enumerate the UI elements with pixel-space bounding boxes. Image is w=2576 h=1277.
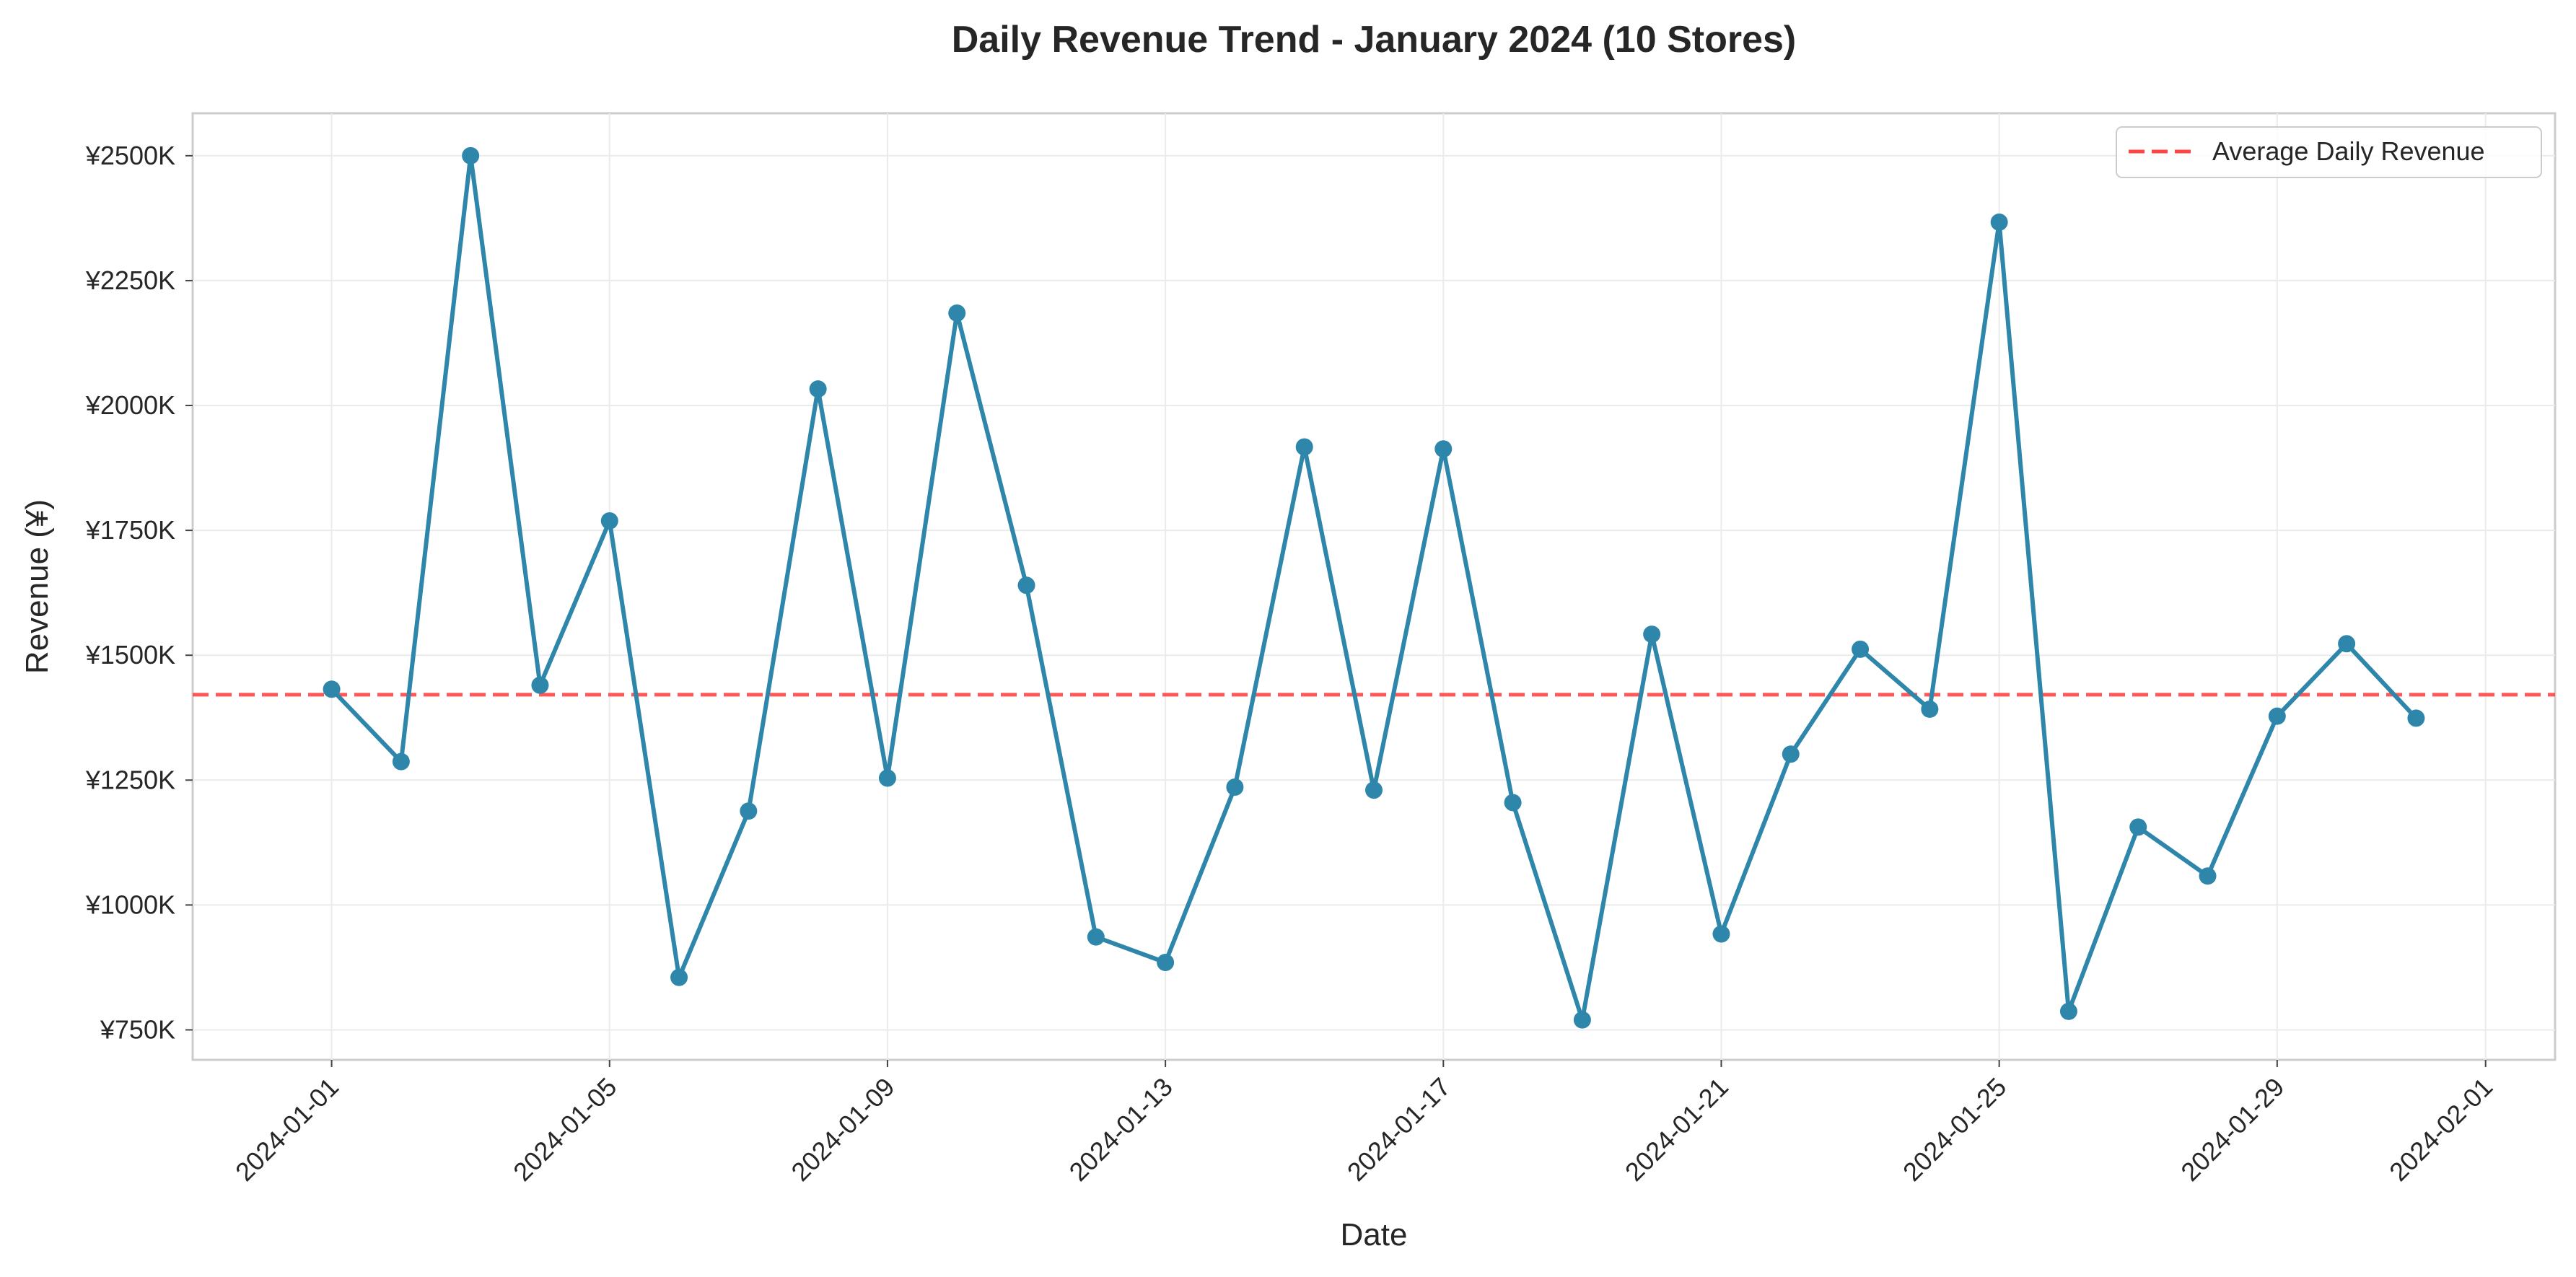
data-point	[1852, 640, 1870, 658]
data-point	[948, 304, 966, 322]
y-tick-label: ¥1750K	[85, 515, 175, 545]
data-point	[1226, 778, 1244, 796]
data-point	[1365, 781, 1383, 799]
y-tick-label: ¥750K	[100, 1014, 175, 1044]
data-point	[1782, 745, 1800, 763]
x-tick-label: 2024-01-21	[1619, 1072, 1734, 1187]
x-tick-label: 2024-01-29	[2175, 1072, 2290, 1187]
data-point	[1157, 953, 1175, 971]
x-tick-label: 2024-01-13	[1064, 1072, 1178, 1187]
x-tick-label: 2024-02-01	[2383, 1072, 2498, 1187]
plot-area	[191, 112, 2557, 1061]
data-point	[670, 968, 688, 986]
series-layer	[323, 146, 2425, 1029]
x-axis-ticks: 2024-01-01 2024-01-05 2024-01-09 2024-01-13…	[229, 1060, 2498, 1187]
x-tick-label: 2024-01-01	[229, 1072, 344, 1187]
x-axis-label: Date	[1341, 1217, 1408, 1252]
data-point	[1921, 700, 1939, 718]
legend: Average Daily Revenue	[2116, 126, 2542, 178]
data-point	[1573, 1011, 1591, 1029]
data-point	[462, 146, 480, 164]
x-tick-label: 2024-01-09	[785, 1072, 900, 1187]
y-tick-label: ¥1000K	[85, 890, 175, 919]
y-axis-ticks: ¥750K ¥1000K ¥1250K ¥1500K ¥1750K ¥2000K ¥2250…	[85, 141, 193, 1044]
data-point	[1017, 576, 1035, 594]
data-point	[1087, 928, 1105, 946]
y-tick-label: ¥2250K	[85, 266, 175, 295]
grid-lines	[193, 113, 2555, 1060]
x-tick-label: 2024-01-05	[507, 1072, 622, 1187]
data-point	[1712, 925, 1730, 943]
data-point	[809, 380, 827, 398]
x-tick-label: 2024-01-25	[1897, 1072, 2012, 1187]
data-point	[2199, 867, 2217, 885]
legend-box	[2116, 126, 2542, 178]
data-point	[1295, 438, 1313, 456]
data-point	[1990, 213, 2008, 231]
data-point	[323, 680, 341, 698]
y-tick-label: ¥1500K	[85, 640, 175, 670]
x-tick-label: 2024-01-17	[1341, 1072, 1456, 1187]
y-axis-label: Revenue (¥)	[19, 499, 55, 674]
data-point	[531, 676, 549, 694]
data-point	[2407, 709, 2425, 727]
data-point	[1643, 626, 1661, 644]
data-point	[1504, 794, 1522, 812]
data-point	[740, 802, 758, 820]
data-point	[2268, 707, 2286, 725]
y-tick-label: ¥2500K	[85, 141, 175, 170]
data-point	[2129, 818, 2147, 836]
y-tick-label: ¥2000K	[85, 390, 175, 420]
data-point	[2059, 1002, 2077, 1020]
data-point	[392, 752, 410, 771]
data-point	[1434, 440, 1453, 458]
chart-title: Daily Revenue Trend - January 2024 (10 S…	[952, 19, 1797, 61]
data-point	[600, 512, 618, 530]
y-tick-label: ¥1250K	[85, 765, 175, 794]
data-point	[2338, 635, 2356, 653]
legend-label-average: Average Daily Revenue	[2212, 136, 2485, 166]
data-point	[878, 769, 896, 787]
